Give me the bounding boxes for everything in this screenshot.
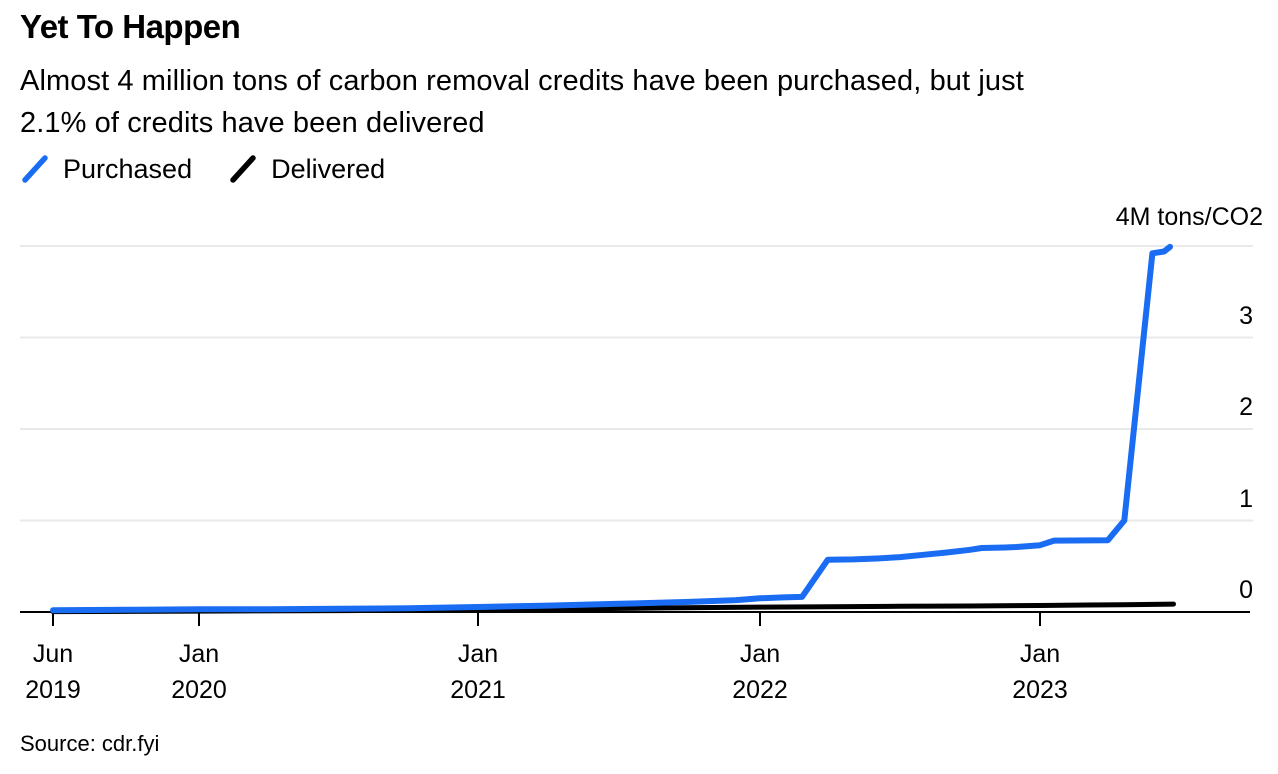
legend-label-purchased: Purchased — [63, 153, 193, 184]
chart-title: Yet To Happen — [20, 8, 241, 45]
delivered-line-swatch-icon — [230, 155, 256, 183]
y-axis-tick-label: 2 — [1239, 393, 1253, 421]
x-axis-tick-label: Jan 2021 — [450, 640, 506, 704]
purchased-line-swatch-icon — [22, 155, 48, 183]
chart-subtitle: Almost 4 million tons of carbon removal … — [20, 60, 1024, 144]
x-axis-tick-label: Jun 2019 — [25, 640, 81, 704]
chart-legend: Purchased Delivered — [20, 153, 385, 185]
y-axis-tick-label: 0 — [1239, 576, 1253, 604]
x-axis-tick-label: Jan 2020 — [171, 640, 227, 704]
legend-item-delivered: Delivered — [228, 153, 385, 185]
y-axis-tick-label: 1 — [1239, 484, 1253, 513]
subtitle-line-2: 2.1% of credits have been delivered — [20, 107, 485, 139]
legend-label-delivered: Delivered — [271, 153, 386, 184]
x-axis-tick-label: Jan 2023 — [1012, 640, 1068, 704]
source-note: Source: cdr.fyi — [20, 731, 160, 756]
y-axis-unit-label: 4M tons/CO2 — [1115, 203, 1263, 231]
subtitle-line-1: Almost 4 million tons of carbon removal … — [20, 65, 1024, 97]
series-line-purchased — [50, 243, 1173, 614]
x-axis-tick-label: Jan 2022 — [732, 640, 788, 704]
y-axis-tick-label: 3 — [1239, 301, 1253, 330]
legend-item-purchased: Purchased — [20, 153, 192, 185]
